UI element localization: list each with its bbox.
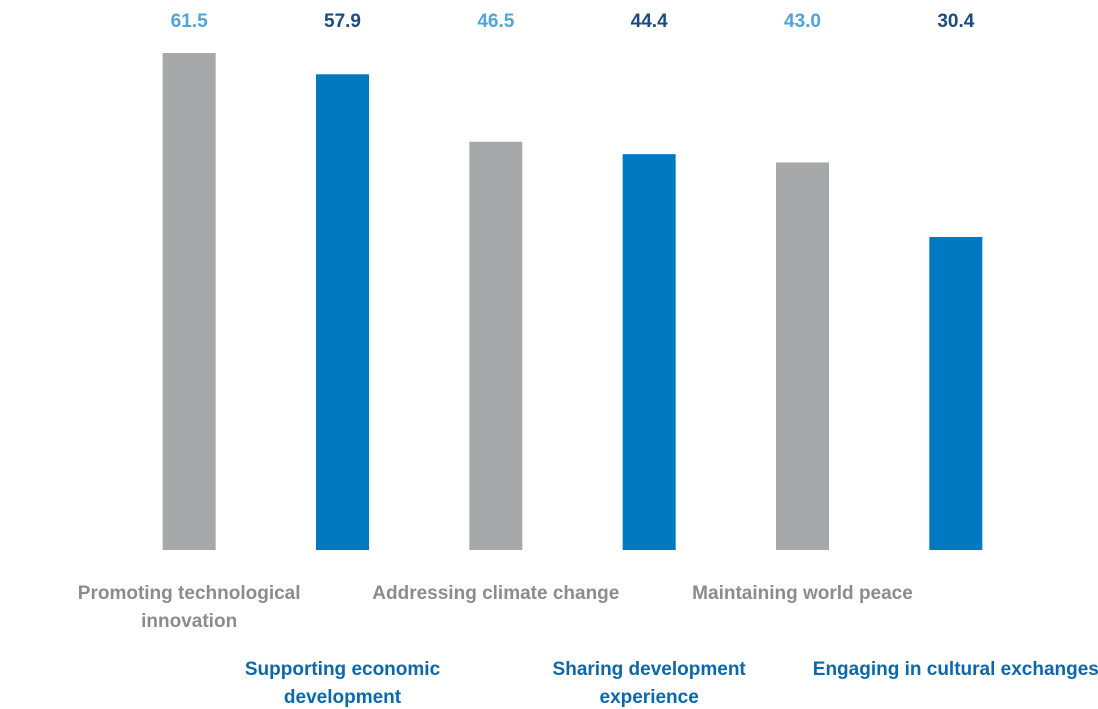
bar: [622, 154, 676, 551]
value-label: 57.9: [324, 11, 361, 32]
value-label: 46.5: [477, 11, 514, 32]
value-label: 43.0: [784, 11, 821, 32]
value-label: 44.4: [631, 11, 668, 32]
category-label: Addressing climate change: [372, 583, 620, 604]
bar: [469, 141, 523, 550]
bar: [929, 237, 983, 550]
category-label: Engaging in cultural exchanges: [812, 659, 1098, 680]
value-label: 61.5: [171, 11, 208, 32]
category-label: Maintaining world peace: [692, 583, 913, 604]
bar: [162, 53, 216, 550]
bar: [776, 162, 829, 551]
category-label: Sharing development experience: [552, 659, 746, 708]
category-label: Supporting economic development: [244, 659, 441, 708]
value-label: 30.4: [937, 11, 974, 32]
category-label: Promoting technological innovation: [77, 583, 301, 632]
bar: [316, 74, 369, 551]
